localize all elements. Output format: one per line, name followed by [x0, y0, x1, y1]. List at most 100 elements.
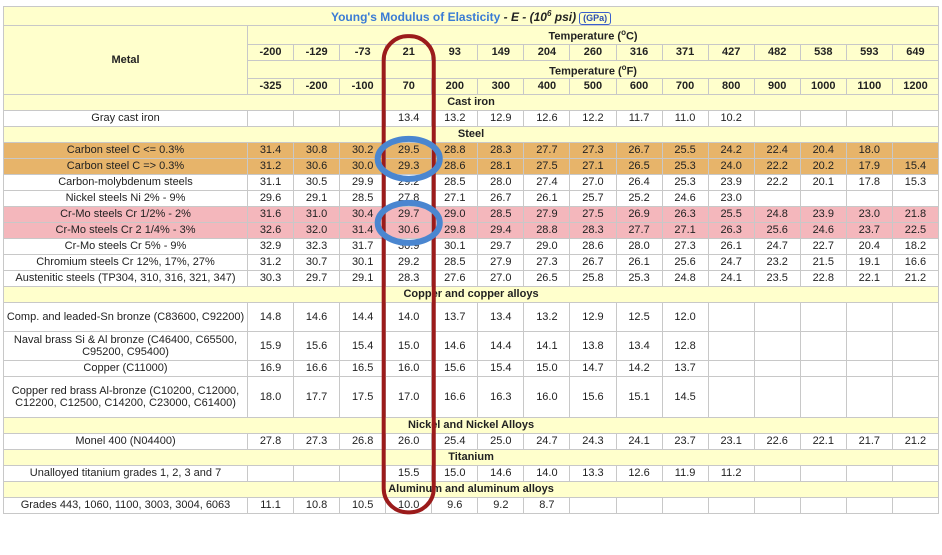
- table-row: Chromium steels Cr 12%, 17%, 27% 31.2 30.7…: [3, 254, 940, 272]
- temp-f-cell: 300: [477, 78, 525, 96]
- value-cell: 29.7: [293, 270, 341, 288]
- value-cell: 29.7: [477, 238, 525, 256]
- value-cell: 16.6: [431, 376, 479, 419]
- value-cell: 14.1: [523, 331, 571, 362]
- value-cell: 31.0: [293, 206, 341, 224]
- value-cell: 11.7: [615, 110, 663, 128]
- value-cell: 29.6: [246, 190, 295, 208]
- value-cell: [293, 465, 341, 483]
- temperature-f-header: Temperature (oF): [246, 59, 940, 80]
- value-cell: [246, 110, 295, 128]
- value-cell: 24.7: [523, 433, 571, 451]
- value-cell: 16.6: [293, 360, 341, 378]
- temp-c-cell: 260: [569, 43, 617, 61]
- temp-f-cell: 200: [431, 78, 479, 96]
- value-cell: 22.4: [753, 142, 801, 160]
- value-cell: 27.6: [431, 270, 479, 288]
- value-cell: [891, 110, 940, 128]
- value-cell: 29.1: [293, 190, 341, 208]
- value-cell: 16.9: [246, 360, 295, 378]
- value-cell: [753, 190, 801, 208]
- value-cell: [753, 331, 801, 362]
- value-cell: 29.4: [477, 222, 525, 240]
- metal-name-cell: Chromium steels Cr 12%, 17%, 27%: [3, 254, 248, 272]
- value-cell: 12.9: [477, 110, 525, 128]
- value-cell: 11.2: [707, 465, 755, 483]
- value-cell: 24.8: [753, 206, 801, 224]
- value-cell: [707, 497, 755, 515]
- value-cell: 15.1: [615, 376, 663, 419]
- value-cell: 15.6: [431, 360, 479, 378]
- section-title: Titanium: [2, 449, 940, 467]
- value-cell: 29.5: [385, 142, 433, 160]
- value-cell: 21.7: [845, 433, 893, 451]
- value-cell: 30.1: [431, 238, 479, 256]
- value-cell: [246, 465, 295, 483]
- metal-name-cell: Austenitic steels (TP304, 310, 316, 321,…: [3, 270, 248, 288]
- temp-f-cell: -100: [339, 78, 387, 96]
- table-row: Grades 443, 1060, 1100, 3003, 3004, 6063…: [3, 497, 940, 515]
- value-cell: [707, 331, 755, 362]
- value-cell: 27.1: [661, 222, 709, 240]
- value-cell: 32.0: [293, 222, 341, 240]
- value-cell: 26.3: [707, 222, 755, 240]
- metal-name-cell: Copper red brass Al-bronze (C10200, C120…: [3, 376, 248, 419]
- value-cell: 14.6: [477, 465, 525, 483]
- value-cell: 22.6: [753, 433, 801, 451]
- temp-c-cell: 593: [845, 43, 893, 61]
- value-cell: [799, 110, 847, 128]
- value-cell: 26.1: [615, 254, 663, 272]
- value-cell: 26.9: [615, 206, 663, 224]
- value-cell: 25.5: [707, 206, 755, 224]
- value-cell: 12.0: [661, 302, 709, 333]
- temperature-c-header: Temperature (oC): [246, 25, 940, 45]
- value-cell: [799, 376, 847, 419]
- value-cell: 11.0: [661, 110, 709, 128]
- value-cell: 31.7: [339, 238, 387, 256]
- value-cell: 11.9: [661, 465, 709, 483]
- metal-name-cell: Comp. and leaded-Sn bronze (C83600, C922…: [3, 302, 248, 333]
- value-cell: [891, 142, 940, 160]
- temp-c-cell: -200: [246, 43, 295, 61]
- value-cell: 10.8: [293, 497, 341, 515]
- value-cell: 27.0: [569, 174, 617, 192]
- metal-name-cell: Carbon-molybdenum steels: [3, 174, 248, 192]
- value-cell: 28.1: [477, 158, 525, 176]
- section-header-row: Cast iron: [2, 94, 940, 112]
- table-row: Carbon steel C => 0.3% 31.2 30.6 30.0 29.3 28…: [3, 158, 940, 176]
- value-cell: 12.6: [523, 110, 571, 128]
- value-cell: 12.6: [615, 465, 663, 483]
- value-cell: 25.7: [569, 190, 617, 208]
- value-cell: 10.5: [339, 497, 387, 515]
- gpa-toggle-button[interactable]: (GPa): [579, 12, 612, 25]
- value-cell: [753, 360, 801, 378]
- value-cell: 25.3: [615, 270, 663, 288]
- value-cell: 23.7: [661, 433, 709, 451]
- temp-f-cell: 400: [523, 78, 571, 96]
- value-cell: 11.1: [246, 497, 295, 515]
- value-cell: 16.3: [477, 376, 525, 419]
- temp-f-cell: 1200: [891, 78, 940, 96]
- temp-c-cell: 204: [523, 43, 571, 61]
- value-cell: 27.7: [615, 222, 663, 240]
- value-cell: 14.5: [661, 376, 709, 419]
- value-cell: 24.7: [753, 238, 801, 256]
- temp-c-cell: 649: [891, 43, 940, 61]
- value-cell: [799, 190, 847, 208]
- value-cell: 13.2: [431, 110, 479, 128]
- temp-c-cell: 21: [385, 43, 433, 61]
- value-cell: 25.6: [661, 254, 709, 272]
- value-cell: 27.4: [523, 174, 571, 192]
- value-cell: 15.6: [569, 376, 617, 419]
- value-cell: 29.2: [385, 254, 433, 272]
- value-cell: 14.0: [523, 465, 571, 483]
- value-cell: 14.4: [339, 302, 387, 333]
- metal-name-cell: Monel 400 (N04400): [3, 433, 248, 451]
- value-cell: [891, 497, 940, 515]
- value-cell: 26.4: [615, 174, 663, 192]
- value-cell: 20.4: [799, 142, 847, 160]
- value-cell: 27.9: [477, 254, 525, 272]
- table-row: Nickel steels Ni 2% - 9% 29.6 29.1 28.5 27.8…: [3, 190, 940, 208]
- value-cell: 28.3: [569, 222, 617, 240]
- value-cell: 21.8: [891, 206, 940, 224]
